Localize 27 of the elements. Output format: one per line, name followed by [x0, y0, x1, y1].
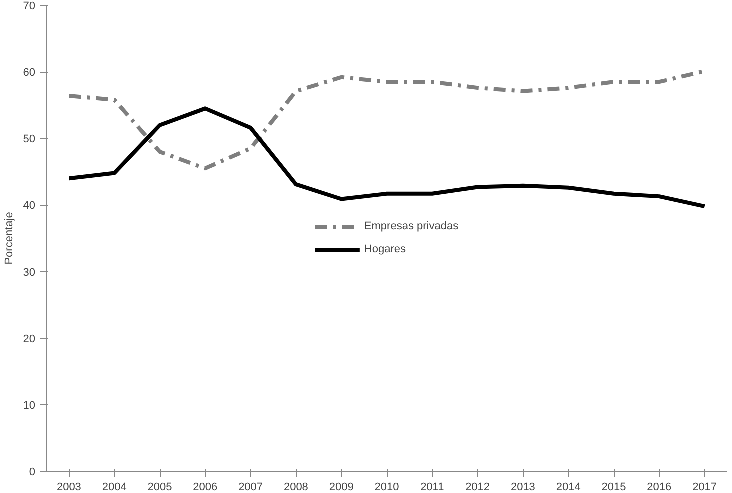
x-tick-label: 2012 [466, 482, 490, 493]
x-tick-label: 2009 [329, 482, 354, 493]
x-tick-label: 2003 [56, 482, 82, 493]
x-tick-label: 2013 [510, 482, 536, 493]
y-tick-label: 60 [23, 67, 36, 80]
y-axis-title: Porcentaje [3, 212, 16, 265]
y-tick-label: 20 [23, 333, 36, 346]
y-tick-label: 40 [23, 200, 36, 212]
x-tick-label: 2015 [602, 482, 626, 493]
x-tick-label: 2014 [556, 482, 581, 493]
x-tick-label: 2017 [692, 482, 718, 493]
x-tick-label: 2006 [193, 482, 218, 493]
legend-label: Empresas privadas [364, 220, 459, 232]
y-tick-label: 30 [23, 266, 36, 279]
y-tick-label: 10 [23, 400, 36, 412]
y-tick-label: 50 [23, 134, 36, 146]
legend-label: Hogares [364, 244, 406, 256]
y-tick-label: 0 [29, 466, 36, 478]
x-tick-label: 2011 [420, 482, 444, 493]
x-tick-label: 2005 [148, 482, 172, 493]
x-tick-label: 2008 [284, 482, 308, 493]
y-tick-label: 70 [23, 0, 36, 12]
x-tick-label: 2004 [102, 482, 127, 493]
x-tick-label: 2007 [238, 482, 264, 493]
x-tick-label: 2016 [647, 482, 672, 493]
line-series [67, 106, 707, 209]
x-tick-label: 2010 [374, 482, 400, 493]
